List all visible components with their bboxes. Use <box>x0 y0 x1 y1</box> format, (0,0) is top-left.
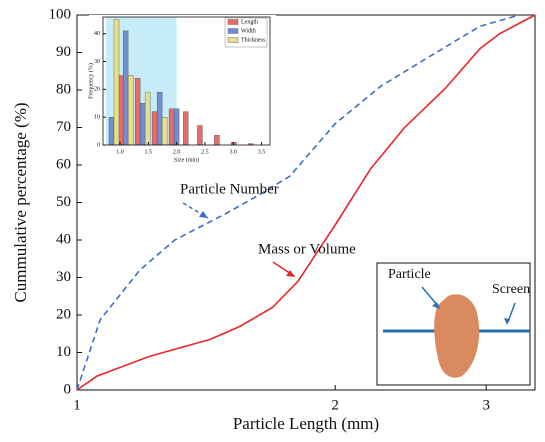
arrowhead <box>504 318 510 325</box>
x-tick-label: 2 <box>331 397 339 413</box>
x-tick-label: 1 <box>73 397 81 413</box>
bar <box>139 103 146 146</box>
bar <box>151 111 158 146</box>
y-tick-label: 30 <box>56 269 71 285</box>
y-axis-label: Cummulative percentage (%) <box>11 102 30 302</box>
legend-label: Thickness <box>241 37 266 43</box>
y-tick-label: 40 <box>56 231 71 247</box>
particle <box>434 294 480 378</box>
x-axis-label: Size (mm) <box>174 156 199 163</box>
y-tick-label: 50 <box>56 194 71 210</box>
bar <box>108 116 115 146</box>
bar <box>156 91 163 146</box>
x-tick-label: 1.0 <box>116 149 124 155</box>
arrowhead <box>199 211 208 218</box>
bar <box>127 75 134 146</box>
legend-swatch <box>227 37 239 43</box>
y-tick-label: 10 <box>56 344 71 360</box>
legend-swatch <box>227 28 239 34</box>
line <box>76 14 536 391</box>
x-tick-label: 3 <box>482 397 490 413</box>
y-tick-label: 20 <box>94 87 100 93</box>
y-tick-label: 10 <box>94 115 100 121</box>
annotation: Particle Number <box>180 181 279 197</box>
bar <box>214 135 220 146</box>
legend-swatch <box>227 19 239 25</box>
legend-label: Width <box>241 28 256 34</box>
bar <box>144 91 151 146</box>
y-tick-label: 90 <box>56 44 71 60</box>
particle-diagram: Particle Screen <box>376 262 531 386</box>
x-tick-label: 2.0 <box>173 149 181 155</box>
bar <box>231 142 237 146</box>
y-tick-label: 100 <box>49 6 72 22</box>
inset-plot: 0 10 20 30 40 1.0 1.5 2.0 2.5 3.0 3.5 Size (mm) Freq… <box>87 15 276 177</box>
x-axis-label: Particle Length (mm) <box>233 414 379 433</box>
diagram-label: Screen <box>492 282 530 297</box>
bar <box>113 19 120 146</box>
y-tick-label: 30 <box>94 59 100 65</box>
bar <box>173 108 180 146</box>
bar <box>183 111 189 146</box>
arrowhead <box>432 302 440 309</box>
y-tick-label: 80 <box>56 81 71 97</box>
y-tick-label: 0 <box>64 381 72 397</box>
arrow <box>507 302 516 323</box>
diagram-label: Particle <box>388 267 431 282</box>
bar <box>168 108 175 146</box>
y-tick-label: 40 <box>94 31 100 37</box>
legend-label: Length <box>241 19 258 25</box>
bar <box>197 125 203 146</box>
y-tick-label: 60 <box>56 156 71 172</box>
arrow <box>421 286 439 307</box>
arrowhead <box>286 270 295 277</box>
bar <box>161 116 168 146</box>
y-tick-label: 20 <box>56 306 71 322</box>
inset-frame <box>102 16 271 146</box>
y-axis-label: Frequency (%) <box>87 63 94 99</box>
plot-frame <box>76 14 536 391</box>
x-tick-label: 1.5 <box>145 149 153 155</box>
x-tick-label: 2.5 <box>201 149 209 155</box>
line <box>76 14 520 391</box>
y-tick-label: 0 <box>97 142 100 148</box>
x-tick-label: 3.5 <box>258 149 266 155</box>
bar <box>122 30 129 146</box>
y-tick-label: 70 <box>56 119 71 135</box>
x-tick-label: 3.0 <box>229 149 237 155</box>
annotation: Mass or Volume <box>258 241 356 257</box>
bar <box>134 78 141 146</box>
